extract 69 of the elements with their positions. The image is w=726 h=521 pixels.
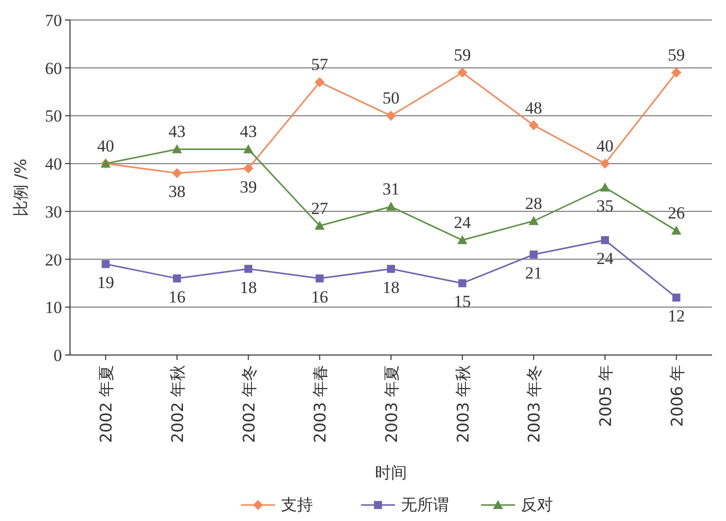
point — [314, 77, 325, 88]
point — [601, 236, 609, 244]
data-label: 24 — [454, 213, 472, 232]
point — [314, 220, 325, 230]
point — [243, 163, 254, 174]
y-tick-label: 0 — [54, 346, 62, 365]
y-axis-title: 比例 /% — [11, 158, 30, 216]
data-label: 40 — [596, 136, 614, 156]
point — [600, 182, 610, 192]
point — [386, 202, 396, 211]
data-label: 18 — [240, 278, 257, 297]
x-tick-label: 2002 年夏 — [96, 365, 116, 443]
data-label: 31 — [382, 180, 400, 199]
point — [243, 144, 254, 154]
legend-label: 无所谓 — [401, 495, 449, 514]
x-axis-title: 时间 — [375, 463, 407, 482]
point — [102, 260, 110, 268]
data-label: 43 — [168, 122, 186, 142]
data-label: 50 — [382, 88, 400, 108]
x-tick-label: 2003 年冬 — [524, 365, 544, 443]
y-tick-label: 50 — [45, 106, 62, 126]
point — [528, 216, 539, 225]
point — [458, 279, 466, 288]
point — [457, 235, 468, 244]
data-label: 18 — [382, 278, 400, 297]
x-tick-label: 2006 年 — [667, 365, 686, 427]
y-tick-label: 10 — [45, 298, 62, 318]
point — [600, 158, 610, 169]
data-label: 38 — [168, 182, 186, 202]
x-tick-label: 2002 年冬 — [239, 365, 258, 443]
data-label: 59 — [454, 46, 471, 65]
point — [244, 264, 252, 273]
point — [173, 274, 181, 282]
y-tick-label: 40 — [45, 154, 62, 174]
y-tick-label: 20 — [45, 250, 62, 270]
point — [528, 120, 539, 130]
data-label: 21 — [525, 264, 542, 282]
point — [387, 264, 395, 273]
data-label: 19 — [97, 273, 114, 292]
legend-label: 支持 — [281, 495, 313, 514]
point — [172, 168, 182, 178]
point — [386, 110, 396, 121]
point — [316, 274, 324, 282]
point — [172, 144, 182, 154]
data-label: 39 — [240, 177, 257, 196]
x-tick-label: 2003 年夏 — [382, 365, 401, 443]
legend-label: 反对 — [521, 495, 553, 514]
data-label: 12 — [668, 306, 685, 326]
data-label: 16 — [168, 287, 186, 306]
x-tick-label: 2005 年 — [596, 365, 615, 427]
data-label: 40 — [97, 136, 114, 156]
y-tick-label: 60 — [45, 58, 62, 78]
data-label: 15 — [454, 292, 471, 312]
data-label: 28 — [525, 194, 542, 213]
point — [457, 68, 468, 78]
y-tick-label: 70 — [45, 11, 62, 30]
data-label: 48 — [525, 98, 542, 118]
x-tick-label: 2003 年秋 — [453, 365, 472, 443]
data-label: 43 — [240, 122, 257, 142]
y-tick-label: 30 — [45, 202, 62, 222]
x-tick-label: 2002 年秋 — [168, 365, 187, 443]
point — [671, 68, 682, 78]
point — [671, 226, 682, 235]
data-label: 59 — [668, 46, 685, 65]
data-label: 16 — [311, 287, 328, 306]
data-label: 35 — [596, 196, 614, 216]
point — [672, 294, 680, 302]
point — [530, 250, 538, 258]
x-tick-label: 2003 年春 — [310, 365, 330, 443]
